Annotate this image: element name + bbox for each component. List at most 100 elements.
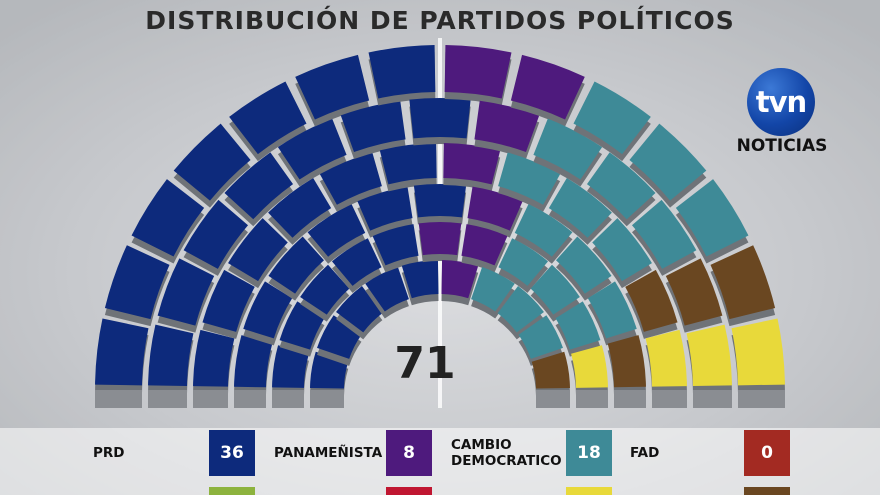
seat bbox=[441, 260, 479, 299]
seat bbox=[474, 100, 540, 153]
seat bbox=[319, 152, 382, 205]
seat bbox=[268, 236, 325, 294]
seat bbox=[413, 184, 467, 218]
seat bbox=[268, 178, 332, 238]
seat-base bbox=[234, 390, 266, 408]
seat bbox=[307, 203, 366, 257]
seat bbox=[592, 218, 652, 282]
seat bbox=[471, 267, 515, 312]
seat bbox=[497, 286, 544, 333]
seat bbox=[202, 269, 255, 332]
seat bbox=[548, 178, 612, 238]
seat bbox=[675, 179, 749, 257]
legend-count: 18 bbox=[566, 430, 612, 476]
seat bbox=[531, 351, 570, 389]
seat-base bbox=[738, 390, 785, 408]
seat bbox=[625, 269, 678, 332]
seat bbox=[533, 118, 603, 180]
seat bbox=[365, 267, 409, 312]
seat-base bbox=[536, 390, 570, 408]
seat-base bbox=[693, 390, 732, 408]
legend-partial-swatch bbox=[566, 487, 612, 495]
seat bbox=[645, 329, 687, 387]
seat bbox=[530, 264, 580, 315]
seat bbox=[514, 203, 573, 257]
total-seats: 71 bbox=[394, 338, 456, 389]
seat bbox=[157, 258, 215, 326]
legend-panel bbox=[0, 428, 880, 495]
seat bbox=[731, 318, 785, 386]
seat bbox=[444, 45, 512, 99]
seat bbox=[243, 281, 293, 339]
seat bbox=[193, 329, 235, 387]
legend-count: 36 bbox=[209, 430, 255, 476]
seat bbox=[148, 324, 194, 387]
seat-base bbox=[310, 390, 344, 408]
seat-base bbox=[576, 390, 608, 408]
legend-name: FAD bbox=[630, 445, 660, 461]
seat bbox=[665, 258, 723, 326]
seat bbox=[379, 143, 437, 185]
seat bbox=[555, 236, 612, 294]
seat-base bbox=[95, 390, 142, 408]
seat bbox=[173, 123, 251, 201]
tvn-logo-mark: tvn bbox=[747, 68, 815, 136]
legend-name: PRD bbox=[93, 445, 125, 461]
legend-name: CAMBIO DEMOCRATICO bbox=[451, 437, 562, 469]
seat bbox=[277, 118, 347, 180]
legend-name: PANAMEÑISTA bbox=[274, 445, 383, 461]
seat-base bbox=[614, 390, 646, 408]
tvn-logo: tvn NOTICIAS bbox=[737, 68, 838, 158]
seat bbox=[331, 238, 382, 286]
seat bbox=[631, 199, 697, 269]
seat bbox=[587, 281, 637, 339]
seat bbox=[340, 100, 406, 153]
seat-base bbox=[193, 390, 228, 408]
seat bbox=[510, 54, 585, 120]
seat bbox=[409, 97, 471, 139]
seat-base bbox=[148, 390, 187, 408]
seat bbox=[443, 143, 501, 185]
seat-base bbox=[272, 390, 304, 408]
seat bbox=[573, 81, 651, 155]
seat bbox=[461, 224, 508, 266]
seat bbox=[401, 260, 439, 299]
legend-partial-swatch bbox=[386, 487, 432, 495]
page-title: DISTRIBUCIÓN DE PARTIDOS POLÍTICOS bbox=[145, 6, 735, 35]
seat bbox=[272, 345, 309, 388]
seat bbox=[224, 152, 294, 220]
seat bbox=[357, 186, 413, 231]
seat bbox=[498, 238, 549, 286]
seat bbox=[228, 218, 288, 282]
seat bbox=[234, 335, 273, 388]
seat bbox=[104, 245, 170, 320]
seat bbox=[586, 152, 656, 220]
seat bbox=[95, 318, 149, 386]
seat bbox=[555, 301, 601, 350]
seat bbox=[571, 345, 608, 388]
seat bbox=[300, 264, 350, 315]
seat bbox=[372, 224, 419, 266]
legend-partial-swatch bbox=[744, 487, 790, 495]
seat bbox=[183, 199, 249, 269]
seat bbox=[229, 81, 307, 155]
seat bbox=[336, 286, 383, 333]
legend-partial-swatch bbox=[209, 487, 255, 495]
seat-base bbox=[652, 390, 687, 408]
seat bbox=[686, 324, 732, 387]
seat bbox=[317, 315, 362, 359]
seat bbox=[368, 45, 436, 99]
seat bbox=[518, 315, 563, 359]
seat bbox=[131, 179, 205, 257]
seat bbox=[418, 221, 462, 256]
seat bbox=[295, 54, 370, 120]
seat bbox=[467, 186, 523, 231]
tvn-logo-text: NOTICIAS bbox=[736, 136, 828, 156]
legend-count: 8 bbox=[386, 430, 432, 476]
seat bbox=[279, 301, 325, 350]
seat bbox=[710, 245, 776, 320]
legend-count: 0 bbox=[744, 430, 790, 476]
seat bbox=[629, 123, 707, 201]
seat bbox=[607, 335, 646, 388]
